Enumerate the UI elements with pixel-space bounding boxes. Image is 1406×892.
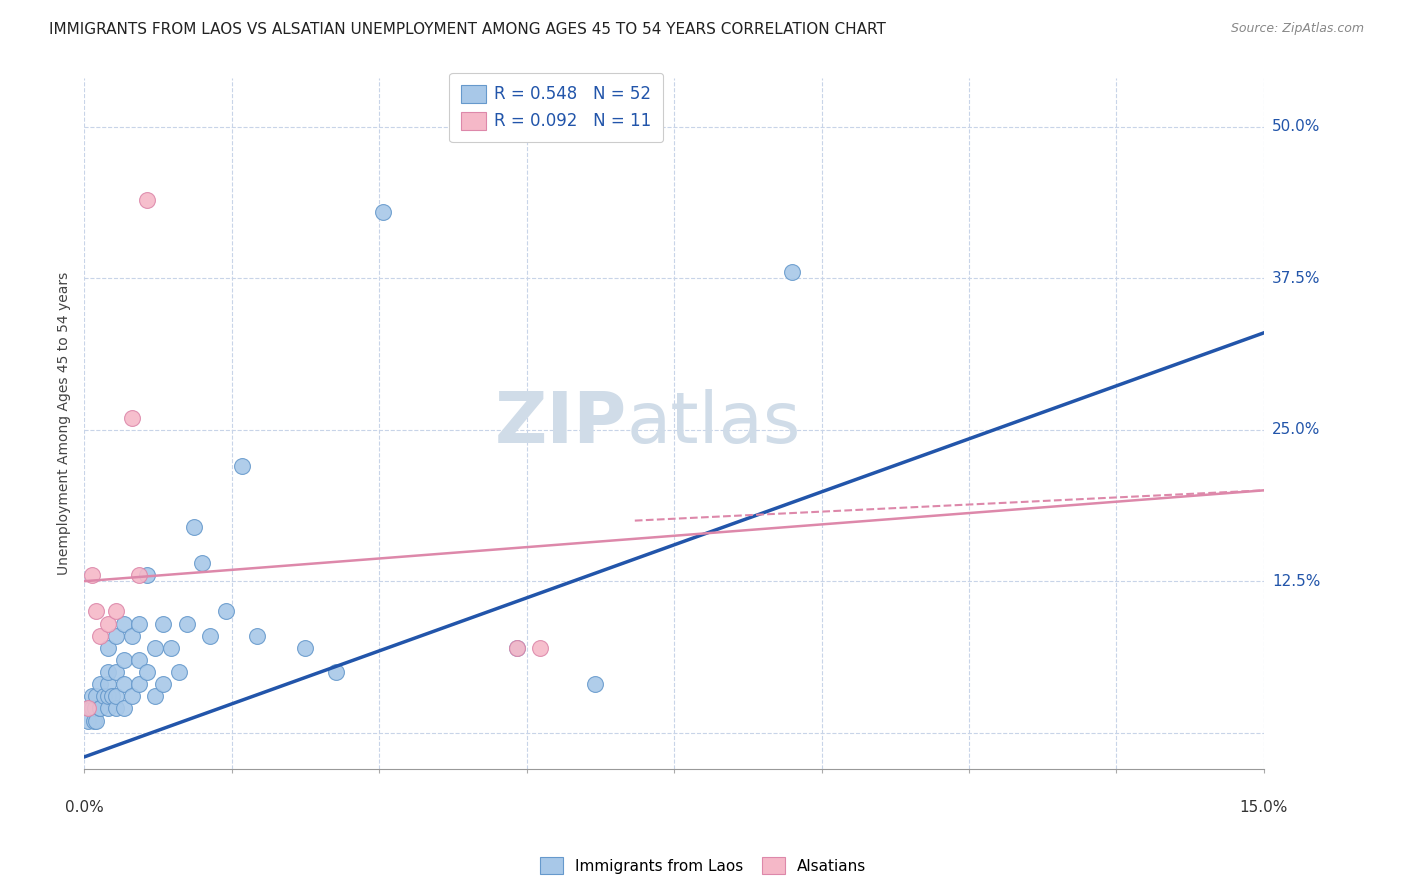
Point [143,640,166,655]
Point [780,265,803,279]
Text: 25.0%: 25.0% [1272,422,1320,437]
Point [83,701,105,715]
Point [152,677,174,691]
Point [84,690,107,704]
Point [89,701,111,715]
Point [136,665,159,679]
Point [128,616,150,631]
Point [97,640,120,655]
Point [215,605,238,619]
Point [128,568,150,582]
Point [143,690,166,704]
Point [506,640,529,655]
Point [128,653,150,667]
Text: 12.5%: 12.5% [1272,574,1320,589]
Text: 37.5%: 37.5% [1272,271,1320,285]
Y-axis label: Unemployment Among Ages 45 to 54 years: Unemployment Among Ages 45 to 54 years [58,272,72,575]
Point [83,714,105,728]
Point [104,665,127,679]
Point [101,690,124,704]
Point [167,665,190,679]
Point [585,677,607,691]
Point [89,629,111,643]
Point [79,701,101,715]
Point [89,701,111,715]
Point [112,701,135,715]
Point [104,629,127,643]
Point [231,459,253,474]
Point [82,701,104,715]
Text: 0.0%: 0.0% [65,799,104,814]
Point [112,677,135,691]
Point [89,677,111,691]
Point [104,690,127,704]
Text: Source: ZipAtlas.com: Source: ZipAtlas.com [1230,22,1364,36]
Point [136,193,159,207]
Point [84,605,107,619]
Point [121,690,143,704]
Point [325,665,347,679]
Point [176,616,198,631]
Point [82,568,104,582]
Point [152,616,174,631]
Legend: R = 0.548   N = 52, R = 0.092   N = 11: R = 0.548 N = 52, R = 0.092 N = 11 [449,73,664,142]
Point [104,605,127,619]
Text: atlas: atlas [627,389,801,458]
Point [112,653,135,667]
Point [246,629,269,643]
Text: IMMIGRANTS FROM LAOS VS ALSATIAN UNEMPLOYMENT AMONG AGES 45 TO 54 YEARS CORRELAT: IMMIGRANTS FROM LAOS VS ALSATIAN UNEMPLO… [49,22,886,37]
Point [84,714,107,728]
Point [136,568,159,582]
Point [294,640,316,655]
Point [112,616,135,631]
Text: ZIP: ZIP [495,389,627,458]
Point [82,690,104,704]
Point [183,519,205,533]
Point [506,640,529,655]
Point [97,701,120,715]
Legend: Immigrants from Laos, Alsatians: Immigrants from Laos, Alsatians [534,851,872,880]
Text: 50.0%: 50.0% [1272,120,1320,135]
Point [97,677,120,691]
Point [121,629,143,643]
Point [160,640,183,655]
Point [93,690,115,704]
Text: 15.0%: 15.0% [1240,799,1288,814]
Point [529,640,551,655]
Point [97,616,120,631]
Point [121,410,143,425]
Point [77,701,100,715]
Point [128,677,150,691]
Point [104,701,127,715]
Point [191,556,214,570]
Point [97,690,120,704]
Point [198,629,221,643]
Point [97,665,120,679]
Point [373,204,395,219]
Point [77,714,100,728]
